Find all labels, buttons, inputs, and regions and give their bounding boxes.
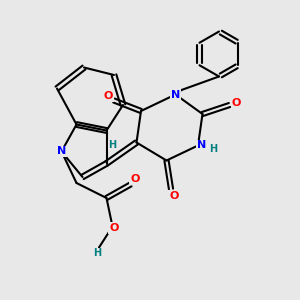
Text: N: N [197,140,206,151]
Text: N: N [57,146,66,157]
Text: H: H [108,140,117,151]
Text: O: O [231,98,241,109]
Text: O: O [130,174,140,184]
Text: O: O [169,190,179,201]
Text: H: H [209,144,218,154]
Text: N: N [171,89,180,100]
Text: O: O [103,91,113,101]
Text: H: H [93,248,102,259]
Text: O: O [109,223,119,233]
